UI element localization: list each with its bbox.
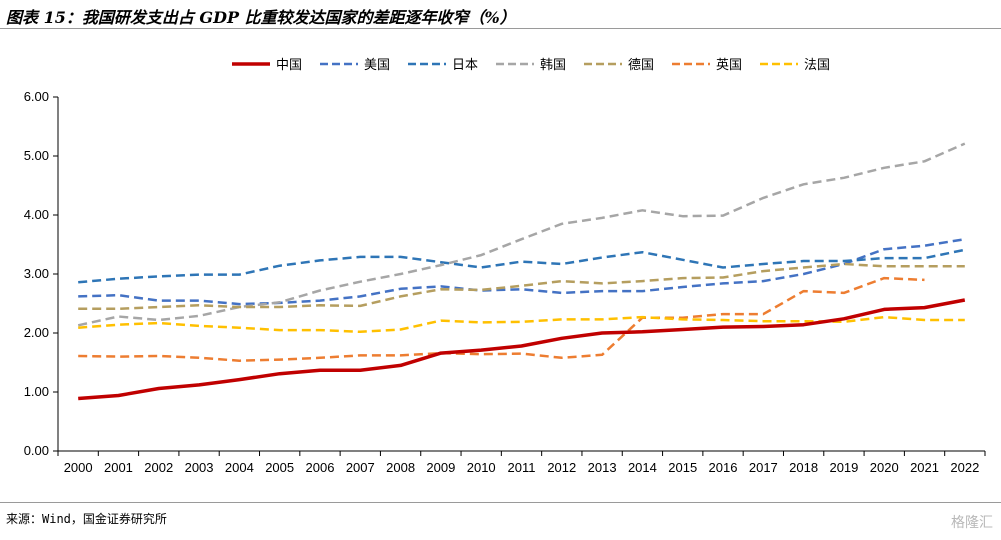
chart-series — [77, 142, 966, 401]
x-tick-label: 2008 — [386, 460, 415, 475]
x-tick-label: 2016 — [709, 460, 738, 475]
x-tick-label: 2017 — [749, 460, 778, 475]
y-tick-label: 1.00 — [24, 384, 49, 399]
y-tick-label: 2.00 — [24, 325, 49, 340]
x-tick-label: 2020 — [870, 460, 899, 475]
watermark-logo: 格隆汇 — [951, 515, 993, 531]
x-tick-label: 2005 — [265, 460, 294, 475]
x-tick-label: 2003 — [185, 460, 214, 475]
legend-label: 英国 — [716, 58, 742, 73]
x-tick-label: 2002 — [144, 460, 173, 475]
chart-legend: 中国 美国 日本 韩国 德国 英国 法国 — [232, 58, 830, 73]
y-tick-label: 5.00 — [24, 148, 49, 163]
y-tick-label: 0.00 — [24, 443, 49, 458]
x-tick-label: 2009 — [426, 460, 455, 475]
x-tick-label: 2018 — [789, 460, 818, 475]
series-line — [77, 142, 966, 327]
y-tick-label: 6.00 — [24, 89, 49, 104]
top-rule — [0, 28, 1001, 29]
legend-label: 德国 — [628, 58, 654, 73]
x-tick-label: 2013 — [588, 460, 617, 475]
series-line — [78, 262, 965, 311]
series-line — [78, 298, 966, 401]
x-tick-label: 2004 — [225, 460, 254, 475]
legend-label: 法国 — [804, 58, 830, 73]
x-tick-label: 2019 — [829, 460, 858, 475]
source-note: 来源：Wind，国金证券研究所 — [6, 512, 167, 526]
legend-label: 日本 — [452, 58, 478, 73]
x-tick-label: 2011 — [508, 460, 536, 475]
series-line — [78, 315, 965, 334]
figure-title: 图表 15：我国研发支出占 GDP 比重较发达国家的差距逐年收窄（%） — [6, 8, 516, 27]
x-tick-label: 2006 — [306, 460, 335, 475]
y-tick-label: 3.00 — [24, 266, 49, 281]
legend-label: 美国 — [364, 58, 390, 73]
legend-label: 中国 — [276, 58, 302, 73]
x-tick-label: 2014 — [628, 460, 657, 475]
x-tick-label: 2001 — [104, 460, 133, 475]
chart-axes: 0.00 1.00 2.00 3.00 4.00 5.00 6.00 2000 2001 2002… — [24, 89, 986, 475]
y-tick-label: 4.00 — [24, 207, 49, 222]
x-tick-label: 2007 — [346, 460, 375, 475]
x-tick-label: 2012 — [547, 460, 576, 475]
legend-label: 韩国 — [540, 58, 566, 73]
x-tick-label: 2022 — [950, 460, 979, 475]
bottom-rule — [0, 502, 1001, 503]
series-line — [78, 237, 965, 306]
x-tick-label: 2000 — [64, 460, 93, 475]
x-tick-label: 2010 — [467, 460, 496, 475]
x-tick-label: 2021 — [910, 460, 939, 475]
x-tick-label: 2015 — [668, 460, 697, 475]
series-line — [78, 248, 966, 284]
series-line — [78, 276, 925, 362]
